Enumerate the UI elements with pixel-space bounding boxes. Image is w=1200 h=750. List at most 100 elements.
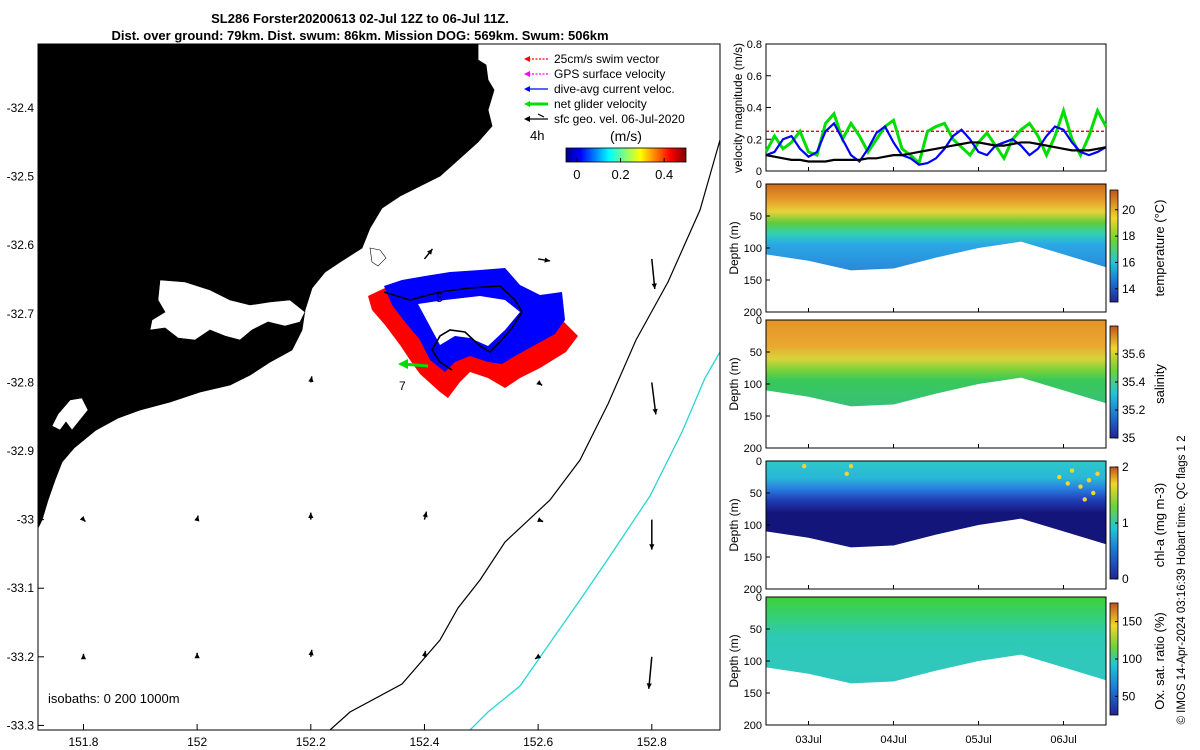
lat-tick-label: -32.8: [7, 375, 35, 389]
colorbar-tick-label: 14: [1122, 282, 1136, 296]
current-arrow-head: [308, 512, 314, 519]
colorbar-tick-label: 35.2: [1122, 403, 1146, 417]
depth-tick-label: 50: [750, 347, 762, 359]
colorbar-tick-label: 0: [573, 167, 580, 182]
current-arrow-head: [194, 652, 200, 659]
section-field: [766, 597, 1106, 684]
velocity-series-line: [765, 121, 1107, 166]
scale-arrow: 4h: [530, 113, 544, 143]
section-field: [766, 320, 1106, 407]
lat-tick-label: -33.1: [7, 581, 35, 595]
section-colorbar-label: temperature (°C): [1152, 200, 1167, 297]
colorbar-tick-label: 16: [1122, 255, 1136, 269]
depth-tick-label: 100: [744, 243, 762, 255]
velocity-ytick-label: 0.4: [747, 103, 762, 115]
current-arrow-head: [646, 683, 652, 689]
lat-tick-label: -32.9: [7, 444, 35, 458]
depth-tick-label: 200: [744, 720, 762, 732]
velocity-panel: 0 0.2 0.4 0.6 0.8 velocity magnitude (m/s): [731, 39, 1108, 178]
lat-tick-label: -33: [17, 513, 35, 527]
legend-label: sfc geo. vel. 06-Jul-2020: [554, 112, 685, 126]
depth-tick-label: 200: [744, 307, 762, 319]
legend-swatch-head: [524, 56, 530, 62]
legend-label: dive-avg current veloc.: [554, 82, 675, 96]
depth-tick-label: 150: [744, 688, 762, 700]
lon-tick-label: 152: [187, 735, 207, 749]
section-ylabel: Depth (m): [727, 634, 741, 687]
colorbar-tick-label: 0: [1122, 572, 1129, 586]
map-lat-ticks: -32.4 -32.5 -32.6 -32.7 -32.8 -32.9 -33 -33.1 -3…: [7, 101, 44, 732]
current-arrow-head: [79, 515, 86, 522]
section-field: [766, 461, 1106, 548]
depth-tick-label: 100: [744, 379, 762, 391]
speed-colorbar: (m/s) 0 0.2 0.4: [565, 128, 687, 182]
figure-title-line2: Dist. over ground: 79km. Dist. swum: 86k…: [111, 28, 609, 43]
section-ylabel: Depth (m): [727, 221, 741, 274]
section-ylabel: Depth (m): [727, 357, 741, 410]
velocity-ylabel: velocity magnitude (m/s): [731, 43, 745, 173]
legend-label: net glider velocity: [554, 97, 647, 111]
section-field: [766, 184, 1106, 271]
chla-high-point: [1095, 471, 1100, 476]
velocity-lines: [764, 105, 1108, 166]
net-glider-velocity-head: [398, 359, 408, 369]
current-arrow-head: [80, 653, 87, 660]
lat-tick-label: -33.2: [7, 650, 35, 664]
depth-tick-label: 150: [744, 275, 762, 287]
depth-tick-label: 200: [744, 584, 762, 596]
colorbar-ticks: 0 0.2 0.4: [573, 158, 673, 182]
land-area: [38, 44, 495, 529]
lon-tick-label: 151.8: [68, 735, 98, 749]
depth-tick-label: 0: [756, 592, 762, 604]
isobaths-label: isobaths: 0 200 1000m: [48, 691, 180, 706]
colorbar-unit: (m/s): [610, 128, 642, 144]
velocity-yticks: 0 0.2 0.4 0.6 0.8: [747, 39, 771, 178]
depth-tick-label: 0: [756, 179, 762, 191]
chla-high-point: [844, 471, 849, 476]
section-colorbar-label: chl-a (mg m-3): [1152, 483, 1167, 568]
legend-label: 25cm/s swim vector: [554, 52, 659, 66]
lat-tick-label: -32.7: [7, 307, 35, 321]
current-arrows: [79, 248, 658, 689]
section-panel-chla: 0 50 100 150 200 Depth (m) 0 1 2 chl-a (mg m-3): [727, 456, 1167, 596]
map-panel: 5 7 151.8 152 152.2 152.4 152.6 152.8 -32.4-3…: [7, 43, 721, 749]
colorbar-tick-label: 18: [1122, 229, 1136, 243]
scale-arrow-label: 4h: [530, 128, 544, 143]
lat-tick-label: -33.3: [7, 718, 35, 732]
velocity-series-line: [765, 141, 1107, 163]
lat-tick-label: -32.6: [7, 238, 35, 252]
current-arrow-head: [649, 544, 655, 550]
colorbar-tick-label: 0.4: [655, 167, 673, 182]
depth-tick-label: 50: [750, 211, 762, 223]
section-colorbar: [1109, 189, 1119, 303]
colorbar-ramp: [565, 147, 687, 163]
current-arrow-head: [194, 515, 200, 522]
depth-tick-label: 100: [744, 656, 762, 668]
lon-tick-label: 152.6: [523, 735, 553, 749]
legend-label: GPS surface velocity: [554, 67, 665, 81]
chla-high-point: [802, 463, 807, 469]
lon-tick-label: 152.8: [637, 735, 667, 749]
current-arrow-head: [544, 257, 551, 263]
chla-high-point: [1091, 490, 1096, 496]
current-arrow-head: [427, 248, 433, 255]
chla-high-point: [1078, 484, 1083, 489]
colorbar-tick-label: 20: [1122, 203, 1136, 217]
colorbar-tick-label: 0.2: [612, 167, 630, 182]
section-panel-temperature: 0 50 100 150 200 Depth (m) 14 16 18 20 temperature…: [727, 179, 1167, 319]
colorbar-tick-label: 35: [1122, 431, 1136, 445]
footer-credit: © IMOS 14-Apr-2024 03:16:39 Hobart time.…: [1176, 435, 1188, 724]
legend-swatch-head: [524, 71, 530, 77]
section-panel-salinity: 0 50 100 150 200 Depth (m) 35 35.2 35.4 35.6 salin…: [727, 315, 1167, 455]
colorbar-tick-label: 1: [1122, 516, 1129, 530]
track-path: [383, 285, 523, 371]
estuary-small: [51, 397, 89, 431]
time-tick-label: 06Jul: [1050, 734, 1076, 746]
section-colorbar-label: Ox. sat. ratio (%): [1152, 612, 1167, 710]
section-panel-oxygen: 0 50 100 150 200 Depth (m) 50 100 150 Ox. sat. ra…: [727, 592, 1167, 732]
colorbar-tick-label: 150: [1122, 615, 1142, 629]
current-arrow-head: [535, 653, 542, 659]
